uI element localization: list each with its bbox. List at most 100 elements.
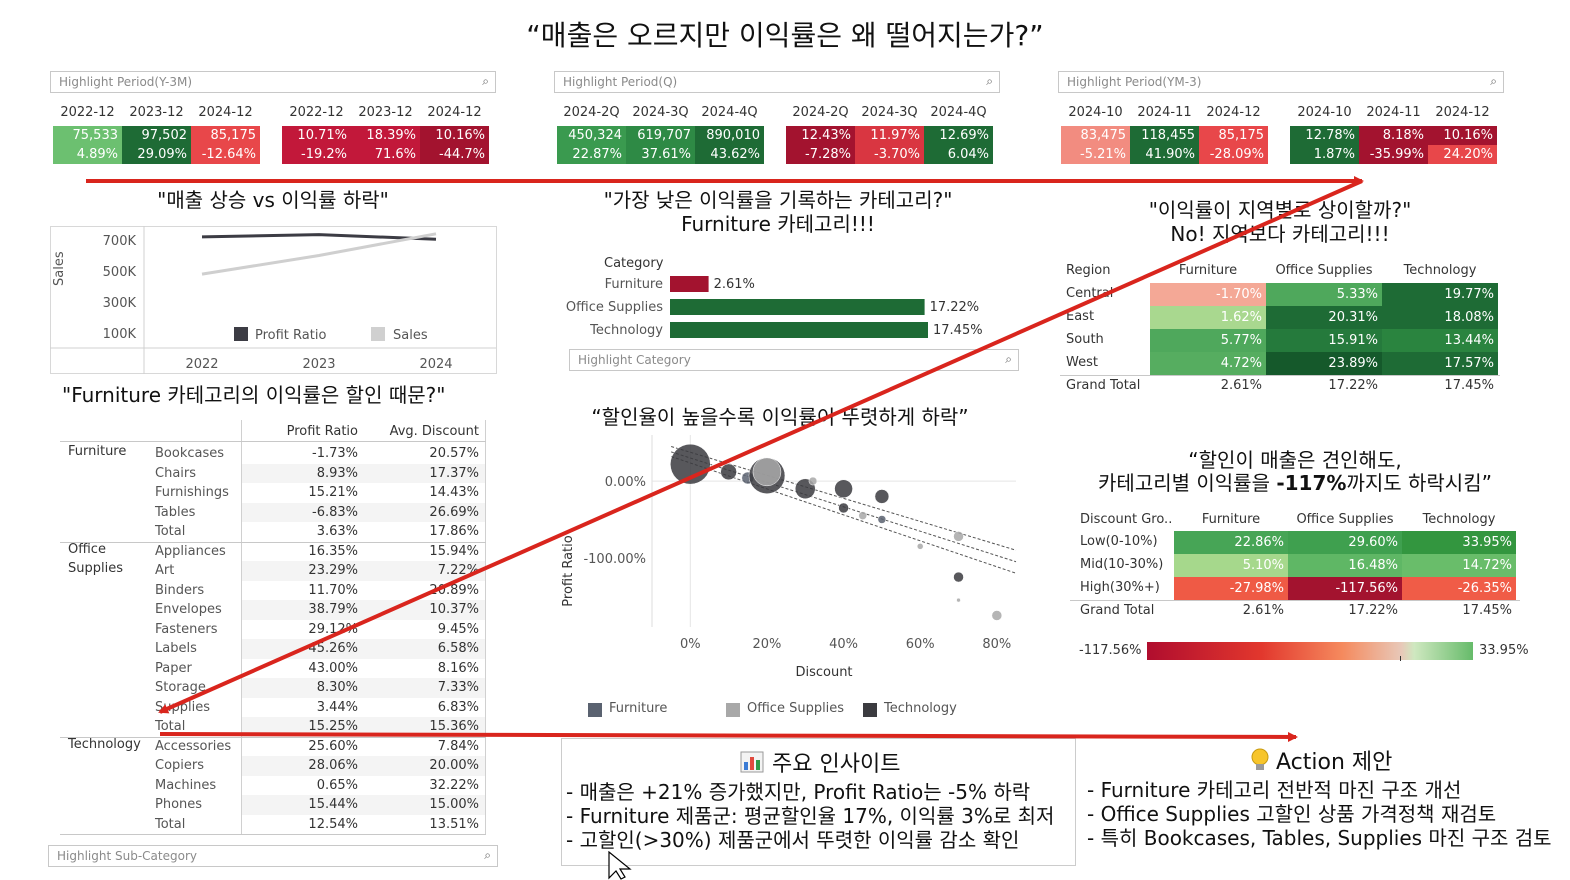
category-label: Office Supplies xyxy=(566,300,663,315)
kpi_monthly-1-growth-2: 24.20% xyxy=(1428,145,1497,164)
subcat-discount: 6.83% xyxy=(437,699,479,715)
subcat-discount: 15.94% xyxy=(429,543,479,559)
table-cell: 5.77% xyxy=(1150,329,1266,352)
table-total-label: Grand Total xyxy=(1066,378,1141,393)
subcat-profit: 0.65% xyxy=(316,777,358,793)
subcat-table-title: "Furniture 카테고리의 이익률은 할인 때문?" xyxy=(62,383,446,407)
trend-y-tick: 100K xyxy=(103,327,137,342)
table-total-cell: 2.61% xyxy=(1242,603,1284,618)
kpi_yearly-1-header-1: 2023-12 xyxy=(358,105,413,120)
highlight-subcategory-input[interactable]: Highlight Sub-Category ⌕ xyxy=(48,845,498,867)
subcat-name: Art xyxy=(155,563,175,578)
subcat-discount: 7.22% xyxy=(437,563,479,578)
kpi_yearly-1-growth-1: 71.6% xyxy=(351,145,420,164)
scatter-point xyxy=(991,610,1003,621)
highlight-period-ym3-placeholder: Highlight Period(YM-3) xyxy=(1067,75,1202,89)
table-cell: 23.89% xyxy=(1266,352,1382,375)
kpi_yearly-1-header-2: 2024-12 xyxy=(427,105,482,120)
table-column-name: Office Supplies xyxy=(1296,512,1394,527)
table-cell: 4.72% xyxy=(1150,352,1266,375)
kpi_yearly-0-header-2: 2024-12 xyxy=(198,105,253,120)
sales-trend-title: "매출 상승 vs 이익률 하락" xyxy=(157,188,389,212)
kpi_monthly-0-growth-1: 41.90% xyxy=(1130,145,1199,164)
kpi_quarterly-0-growth-2: 43.62% xyxy=(695,145,764,164)
kpi_quarterly-1-growth-1: -3.70% xyxy=(855,145,924,164)
subcat-discount: 15.00% xyxy=(429,797,479,812)
subcat-category: Furniture xyxy=(68,444,127,459)
kpi_monthly-1-value-1: 8.18% xyxy=(1359,126,1428,145)
lightbulb-icon xyxy=(1251,748,1269,770)
subcat-table: Profit Ratio Avg. Discount Furniture Bookca… xyxy=(60,420,486,835)
scatter-legend-swatch xyxy=(863,703,877,717)
scatter-y-tick: 0.00% xyxy=(605,475,646,490)
table-column-name: Technology xyxy=(1422,512,1496,527)
kpi_quarterly-1-header-0: 2024-2Q xyxy=(792,105,849,120)
subcat-discount: 20.00% xyxy=(429,758,479,773)
action-line-1: - Furniture 카테고리 전반적 마진 구조 개선 xyxy=(1087,778,1462,802)
subcat-profit: 12.54% xyxy=(308,816,358,832)
category-value: 2.61% xyxy=(714,277,755,292)
category-label: Furniture xyxy=(605,277,663,292)
scatter-point xyxy=(956,597,961,603)
subcat-profit: 43.00% xyxy=(308,660,358,676)
subcat-profit: 23.29% xyxy=(308,563,358,578)
kpi_yearly-0-growth-2: -12.64% xyxy=(191,145,260,164)
table-cell: 5.33% xyxy=(1266,283,1382,306)
kpi_yearly-0-value-2: 85,175 xyxy=(191,126,260,145)
subcat-name: Bookcases xyxy=(155,446,225,461)
scatter-point xyxy=(953,531,964,542)
highlight-period-q-input[interactable]: Highlight Period(Q) ⌕ xyxy=(554,71,1000,93)
category-bar xyxy=(670,276,709,292)
highlight-period-y3m-input[interactable]: Highlight Period(Y-3M) ⌕ xyxy=(50,71,496,93)
scatter-legend-swatch xyxy=(726,703,740,717)
table-total-label: Grand Total xyxy=(1080,603,1155,618)
sales-trend-chart: 700K 500K 300K 100K 2022 2023 2024 Profit Ratio… xyxy=(50,226,497,374)
legend-sales-swatch xyxy=(371,327,385,341)
mouse-cursor-icon xyxy=(608,851,632,880)
subcat-discount: 7.84% xyxy=(437,738,479,754)
table-cell: 22.86% xyxy=(1174,531,1288,554)
region-table: Region Furniture Office Supplies Technology… xyxy=(1060,260,1500,400)
scatter-point xyxy=(858,511,867,520)
trend-y-tick: 300K xyxy=(103,296,137,311)
subcat-discount: 7.33% xyxy=(437,680,479,695)
subcat-name: Copiers xyxy=(155,758,205,773)
table-total-cell: 17.22% xyxy=(1348,603,1398,618)
scatter-point xyxy=(670,443,711,485)
table-total-cell: 17.22% xyxy=(1328,378,1378,393)
table-col-header: Region xyxy=(1066,263,1111,278)
highlight-category-input[interactable]: Highlight Category ⌕ xyxy=(569,349,1019,371)
highlight-period-ym3-input[interactable]: Highlight Period(YM-3) ⌕ xyxy=(1058,71,1504,93)
kpi_yearly-1-growth-0: -19.2% xyxy=(282,145,351,164)
kpi_quarterly-1-value-0: 12.43% xyxy=(786,126,855,145)
search-icon: ⌕ xyxy=(1005,352,1012,366)
legend-profit-label: Profit Ratio xyxy=(255,328,326,343)
subcat-name: Tables xyxy=(155,504,196,520)
category-value: 17.45% xyxy=(933,323,983,338)
action-line-2: - Office Supplies 고할인 상품 가격정책 재검토 xyxy=(1087,802,1497,826)
subcat-discount: 10.37% xyxy=(429,602,479,617)
scatter-point xyxy=(874,489,890,504)
kpi_monthly-1-value-2: 10.16% xyxy=(1428,126,1497,145)
subcat-profit: 3.63% xyxy=(316,524,358,539)
table-row-name: Mid(10-30%) xyxy=(1080,557,1164,572)
subcat-category: Supplies xyxy=(68,560,123,576)
region-table-subtitle: No! 지역보다 카테고리!!! xyxy=(1170,222,1390,246)
trend-line-0 xyxy=(201,233,437,241)
kpi_monthly-0-growth-0: -5.21% xyxy=(1061,145,1130,164)
subcat-discount: 17.86% xyxy=(429,524,479,539)
discount-table: Discount Gro.. Furniture Office Supplies Te… xyxy=(1070,508,1520,623)
subcat-name: Total xyxy=(155,816,186,832)
table-total-cell: 17.45% xyxy=(1444,378,1494,393)
scatter-legend-label: Office Supplies xyxy=(747,701,845,716)
table-column-name: Furniture xyxy=(1178,263,1238,278)
scatter-legend-swatch xyxy=(588,703,602,717)
table-row-name: West xyxy=(1066,355,1098,370)
kpi_yearly-0-growth-1: 29.09% xyxy=(122,145,191,164)
kpi_monthly-0-header-1: 2024-11 xyxy=(1137,105,1192,120)
trend-y-tick: 500K xyxy=(103,265,137,280)
kpi_yearly-1-value-0: 10.71% xyxy=(282,126,351,145)
trend-x-tick: 2023 xyxy=(302,357,335,372)
kpi_yearly-1-growth-2: -44.7% xyxy=(420,145,489,164)
kpi_quarterly-0-value-2: 890,010 xyxy=(695,126,764,145)
